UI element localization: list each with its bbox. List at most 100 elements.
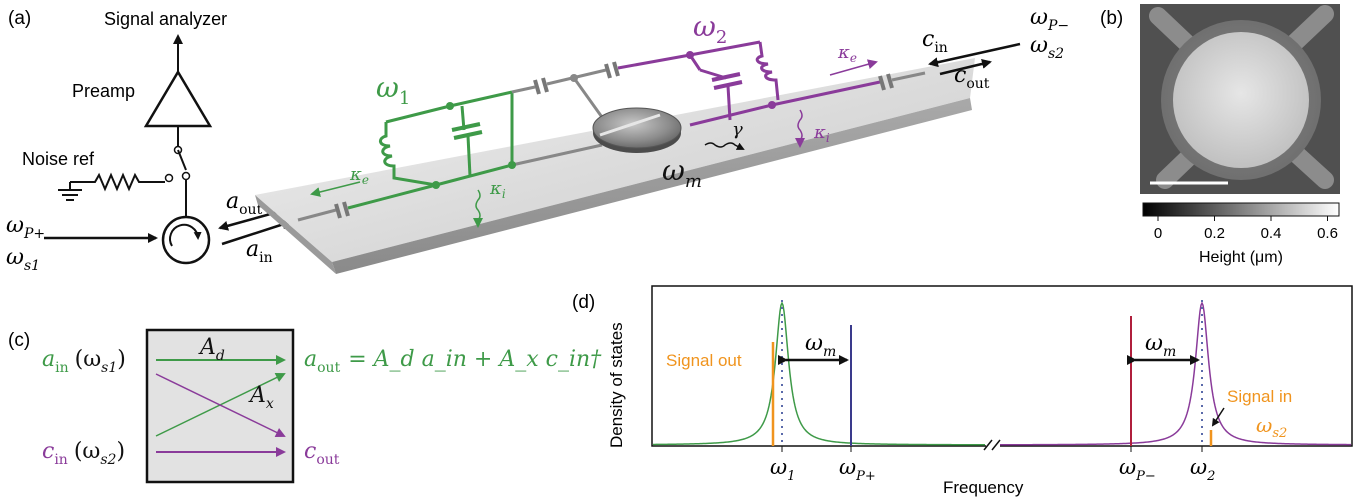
gray-node <box>570 74 578 82</box>
panel-c: (c) Ad Ax ain (ωs1) cin (ωs2) aout = A_d a_… <box>8 328 602 484</box>
purple-node-a <box>686 51 694 59</box>
dos-tick-label: ω1 <box>770 455 795 484</box>
purple-kappa-i-arrow <box>795 109 805 148</box>
green-node-b <box>508 161 516 169</box>
colorbar-tick-label: 0 <box>1154 225 1162 242</box>
c-out-arrow <box>939 59 992 76</box>
dos-tick-label: ωP+ <box>839 455 876 484</box>
a-in-label: ain <box>246 237 273 266</box>
c-out-label: cout <box>954 63 990 92</box>
purple-kappa-e-arrow <box>829 59 878 76</box>
green-capacitor-b <box>453 130 483 140</box>
gray-drum-link <box>572 77 606 121</box>
cap-right-b <box>886 73 894 89</box>
omega-s1-left: ωs1 <box>6 245 40 274</box>
panel-c-label: (c) <box>8 330 30 351</box>
switch-node-right <box>181 171 191 181</box>
chip-board <box>255 58 975 262</box>
green-kappa-i-label: κi <box>489 178 506 201</box>
purple-right-feed <box>771 80 881 107</box>
signal-in-freq-label: ωs2 <box>1256 413 1287 441</box>
green-inductor <box>379 122 437 187</box>
preamp-triangle <box>143 69 213 128</box>
green-resonance-curve <box>652 301 985 446</box>
gray-top-left <box>511 85 536 94</box>
dos-plot-frame <box>651 285 1353 447</box>
circulator-arrow <box>169 223 202 247</box>
green-bottom-line <box>347 183 437 210</box>
colorbar-tick-label: 0.2 <box>1204 225 1225 242</box>
omega-m-label: ωm <box>662 154 702 192</box>
purple-kappa-e-label: κe <box>837 42 857 65</box>
panel-d-label: (d) <box>572 292 595 313</box>
panel-a: (a) Signal analyzer Preamp Noise ref ωP+… <box>6 5 1069 274</box>
switch-node-left <box>164 173 174 183</box>
c-in-input-label: cin (ωs2) <box>42 439 125 468</box>
mechanical-drum <box>592 107 682 149</box>
purple-node-b <box>768 101 776 109</box>
axis-break-icon <box>983 438 1001 452</box>
gray-bottom-mid <box>511 143 603 167</box>
preamp-label: Preamp <box>72 81 135 101</box>
feedline-right <box>891 71 926 82</box>
afm-drum-top <box>1173 32 1309 168</box>
drum-bridge <box>599 113 661 137</box>
green-kappa-e-arrow <box>310 181 361 197</box>
c-out-output-label: cout <box>304 439 340 468</box>
panel-b: (b) 0 0.2 0.4 0.6 Height (μm) <box>1100 4 1340 266</box>
purple-top-feed <box>617 53 691 70</box>
switch-blade <box>177 149 187 171</box>
panel-d: (d) Density of states Frequency ωm ωm Si… <box>572 285 1353 497</box>
cap-left-a <box>334 203 342 219</box>
omega-m-label-left: ωm <box>805 331 836 360</box>
omega-2-label: ω2 <box>693 10 727 48</box>
green-node-a <box>432 181 440 189</box>
cap-mid-c <box>604 63 612 79</box>
signal-in-pointer <box>1211 407 1225 427</box>
chip-board-edge <box>332 98 972 274</box>
colorbar-label: Height (μm) <box>1199 249 1283 266</box>
purple-kappa-i-label: κi <box>813 122 830 145</box>
omega-p-plus-left: ωP+ <box>6 213 45 242</box>
colorbar-tick-label: 0.6 <box>1317 225 1338 242</box>
dos-tick-label: ω2 <box>1190 455 1215 484</box>
omega-m-label-right: ωm <box>1145 331 1176 360</box>
cap-mid-d <box>612 61 620 77</box>
dos-tick-labels: ω1 ωP+ ωP− ω2 <box>770 446 1215 484</box>
scattering-box <box>145 328 295 484</box>
a-d-label: Ad <box>198 335 225 364</box>
green-kappa-i-arrow <box>473 189 483 228</box>
output-equation: aout = A_d a_in + A_x c_in† <box>304 347 602 376</box>
purple-cap-wires <box>699 68 732 121</box>
green-kappa-e-label: κe <box>349 164 369 187</box>
gamma-label: γ <box>732 119 743 140</box>
omega-s2-right: ωs2 <box>1030 33 1064 62</box>
a-x-label: Ax <box>248 383 274 412</box>
dos-xlabel: Frequency <box>943 478 1024 497</box>
a-in-arrow <box>221 219 292 246</box>
colorbar-ticks: 0 0.2 0.4 0.6 <box>1154 216 1338 242</box>
panel-a-label: (a) <box>8 8 31 29</box>
purple-inductor <box>755 41 780 101</box>
green-cap-wire-bottom <box>466 135 472 177</box>
green-node-c <box>446 102 454 110</box>
purple-resonance-curve <box>1000 301 1351 446</box>
chip-board-side <box>255 195 336 274</box>
feedline-left <box>297 208 337 222</box>
noise-resistor <box>70 172 165 192</box>
purple-top-rail <box>689 40 761 57</box>
signal-out-label: Signal out <box>666 351 742 370</box>
cap-mid-a <box>533 79 541 95</box>
dos-tick-label: ωP− <box>1119 455 1156 484</box>
cap-right-a <box>878 75 886 91</box>
purple-capacitor-b <box>713 80 743 90</box>
colorbar-tick-label: 0.4 <box>1261 225 1282 242</box>
signal-analyzer-label: Signal analyzer <box>104 9 227 29</box>
c-in-arrow <box>928 42 1021 68</box>
omega-p-minus-right: ωP− <box>1030 5 1069 34</box>
cross-arrow <box>155 373 286 438</box>
cap-left-b <box>342 201 350 217</box>
green-capacitor-a <box>451 122 481 132</box>
signal-in-label: Signal in <box>1227 387 1292 406</box>
